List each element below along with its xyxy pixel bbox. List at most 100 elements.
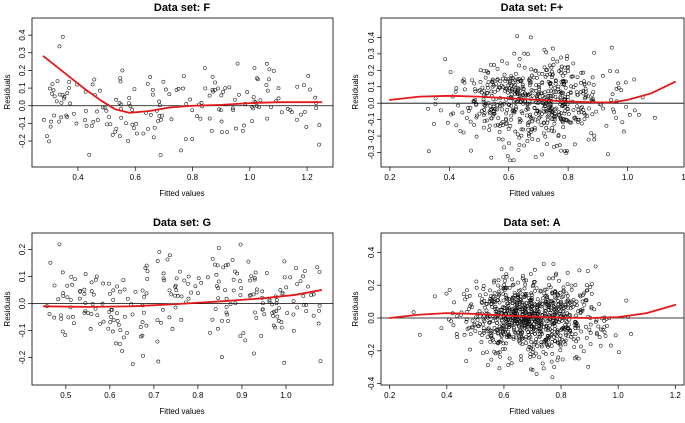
x-tick-label: 0.4 [444, 173, 456, 182]
data-point [264, 61, 269, 66]
data-point [157, 114, 162, 118]
data-point [54, 99, 59, 104]
data-point [483, 104, 488, 108]
data-point [527, 79, 532, 83]
data-point [91, 292, 96, 297]
smooth-line [388, 304, 677, 319]
data-point [571, 85, 576, 90]
data-point [501, 76, 505, 81]
data-point [506, 335, 511, 339]
data-point [213, 307, 218, 311]
data-point [585, 269, 590, 273]
data-point [512, 325, 516, 330]
data-point [582, 291, 586, 296]
data-point [537, 85, 542, 89]
data-point [538, 114, 543, 119]
data-point [47, 312, 52, 316]
data-point [52, 315, 57, 320]
data-point [539, 123, 544, 127]
panel-data-set-a: Data set: A Residuals Fitted values 0.2 0… [351, 217, 685, 416]
data-point [505, 301, 510, 306]
data-point [581, 70, 585, 75]
data-point [260, 289, 265, 294]
data-point [291, 299, 296, 303]
data-point [71, 314, 75, 319]
data-point [547, 342, 551, 347]
data-point [89, 312, 94, 316]
data-point [584, 298, 589, 302]
data-point [317, 123, 322, 128]
data-point [587, 106, 591, 111]
data-point [231, 108, 236, 112]
data-point [616, 81, 621, 86]
data-point [579, 329, 584, 334]
axis-ticks: 0.2 0.4 0.6 0.8 1.0 1.2 -0.3 -0.2 -0.1 0.0 0.1 0.2 0… [367, 31, 685, 182]
data-point [489, 62, 493, 67]
data-point [453, 89, 458, 94]
data-point [608, 343, 613, 348]
x-tick-label: 0.8 [563, 173, 575, 182]
data-point [555, 330, 560, 335]
data-point [481, 322, 485, 327]
x-tick-label: 1.0 [613, 391, 625, 400]
data-point [568, 328, 572, 333]
data-point [576, 120, 580, 125]
data-point [475, 318, 480, 322]
data-point [125, 296, 130, 301]
data-point [517, 93, 522, 98]
data-point [496, 136, 501, 141]
data-point [550, 125, 555, 130]
data-point [117, 101, 122, 106]
data-point [493, 309, 498, 314]
data-point [540, 111, 544, 116]
data-point [226, 319, 230, 323]
data-point [181, 86, 185, 91]
data-point [65, 91, 70, 96]
data-point [542, 325, 546, 329]
data-point [518, 320, 522, 324]
data-point [221, 265, 226, 270]
data-point [559, 295, 564, 300]
data-point [140, 320, 145, 325]
data-point [516, 293, 521, 297]
data-point [248, 278, 252, 283]
data-point [217, 107, 221, 112]
data-point [101, 319, 106, 324]
data-point [267, 299, 272, 304]
data-point [549, 299, 553, 304]
data-point [55, 79, 60, 84]
data-point [501, 275, 506, 280]
data-point [526, 317, 531, 321]
data-point [578, 106, 583, 110]
data-point [223, 263, 228, 268]
data-point [426, 106, 430, 111]
data-point [497, 366, 502, 371]
data-point [594, 109, 599, 114]
data-point [509, 103, 513, 108]
data-point [563, 70, 568, 75]
data-point [543, 94, 548, 99]
data-point [233, 301, 238, 305]
y-tick-label: 0.0 [18, 297, 27, 309]
data-point [574, 355, 579, 359]
data-point [52, 94, 57, 99]
data-point [155, 259, 160, 263]
data-point [253, 310, 257, 315]
data-point [534, 100, 539, 105]
data-point [495, 103, 500, 108]
data-point [510, 277, 515, 282]
data-point [220, 130, 224, 134]
y-tick-label: 0.2 [367, 64, 376, 76]
data-point [546, 333, 550, 338]
data-point [542, 47, 547, 52]
data-point [487, 128, 491, 132]
data-point [141, 131, 146, 136]
data-point [550, 128, 554, 133]
data-point [491, 113, 496, 118]
data-point [141, 353, 145, 358]
data-point [461, 130, 466, 135]
data-point [557, 110, 561, 115]
data-point [224, 305, 229, 309]
x-tick-label: 0.2 [384, 391, 396, 400]
smooth-line [389, 80, 676, 104]
